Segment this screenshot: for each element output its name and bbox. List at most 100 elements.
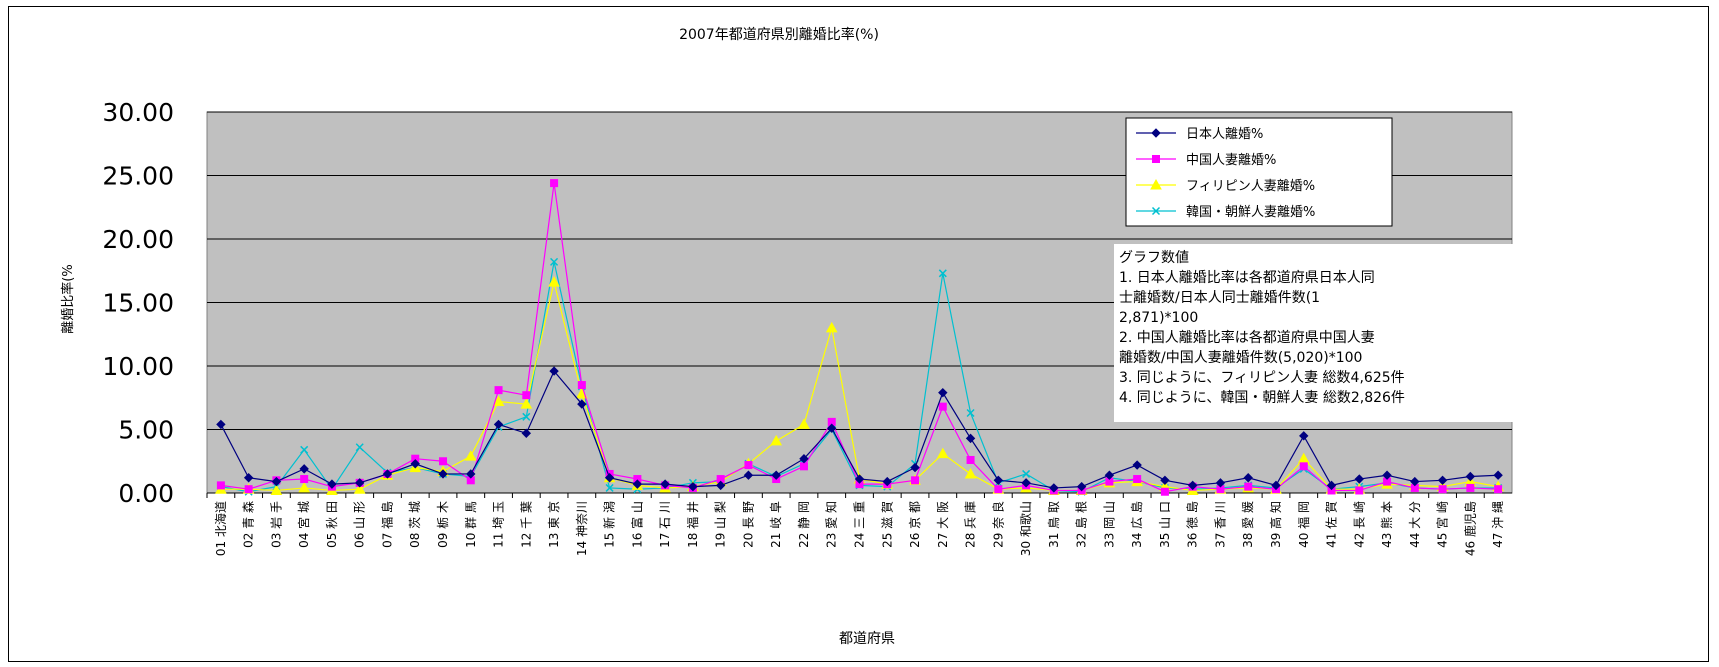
data-point: [1437, 475, 1448, 486]
x-tick-label: 43 熊 本: [1379, 501, 1394, 548]
data-point: [1132, 460, 1142, 470]
x-axis-label: 都道府県: [839, 631, 895, 647]
annotation-line: 4. 同じように、韓国・朝鮮人妻 総数2,826件: [1119, 390, 1405, 406]
data-point: [243, 473, 254, 483]
annotation-line: 1. 日本人離婚比率は各都道府県日本人同: [1119, 269, 1375, 286]
x-tick-label: 25 滋 賀: [880, 501, 894, 548]
data-point: [994, 485, 1003, 494]
x-tick-label: 13 東 京: [547, 501, 561, 548]
x-tick-label: 16 富 山: [629, 501, 644, 548]
x-tick-label: 04 宮 城: [296, 501, 311, 548]
data-point: [966, 455, 975, 464]
x-tick-label: 05 秋 田: [325, 501, 339, 548]
annotation-background: [1114, 244, 1523, 422]
data-point: [1299, 462, 1308, 471]
data-point: [798, 418, 810, 429]
annotation-line: 士離婚数/日本人同士離婚件数(1: [1119, 289, 1320, 306]
x-tick-label: 29 奈 良: [990, 501, 1005, 548]
x-tick-label: 44 大 分: [1408, 501, 1422, 548]
data-point: [771, 470, 781, 480]
x-tick-label: 24 三 重: [853, 501, 867, 548]
x-tick-label: 03 岩 手: [268, 501, 283, 548]
data-point: [550, 179, 559, 188]
data-point: [550, 257, 559, 266]
data-point: [1299, 431, 1309, 441]
data-point: [270, 484, 283, 495]
data-point: [464, 450, 477, 461]
chart-title: 2007年都道府県別離婚比率(%): [679, 26, 879, 43]
data-point: [911, 476, 920, 485]
data-point: [1494, 485, 1503, 494]
data-point: [744, 461, 753, 470]
data-point: [1160, 487, 1169, 496]
legend-label: 韓国・朝鮮人妻離婚%: [1186, 205, 1315, 220]
x-tick-label: 15 新 潟: [602, 501, 617, 548]
x-tick-label: 45 宮 崎: [1435, 501, 1450, 548]
x-tick-label: 06 山 形: [353, 501, 367, 548]
data-point: [1410, 476, 1420, 487]
data-point: [492, 395, 505, 407]
data-point: [521, 428, 532, 439]
data-point: [520, 398, 533, 409]
data-point: [244, 485, 253, 494]
x-tick-label: 46 鹿児島: [1462, 501, 1477, 556]
data-point: [1355, 486, 1364, 495]
x-tick-label: 33 岡 山: [1102, 501, 1116, 548]
x-tick-label: 30 和歌山: [1018, 501, 1033, 556]
data-point: [216, 481, 225, 490]
data-point: [1133, 475, 1142, 484]
data-point: [604, 473, 615, 483]
data-point: [660, 479, 670, 489]
data-point: [327, 479, 337, 489]
x-tick-label: 36 徳 島: [1185, 501, 1200, 548]
x-tick-label: 09 栃 木: [436, 501, 450, 548]
x-tick-label: 19 山 梨: [714, 501, 728, 548]
legend-marker: [1150, 178, 1162, 190]
data-point: [522, 412, 531, 421]
data-point: [549, 366, 559, 376]
x-tick-label: 18 福 井: [685, 501, 700, 548]
x-tick-label: 22 静 岡: [797, 501, 811, 548]
data-point: [882, 476, 892, 487]
data-point: [938, 269, 947, 278]
data-point: [1271, 480, 1281, 491]
x-tick-label: 01 北海道: [213, 501, 228, 556]
data-point: [825, 321, 838, 333]
x-tick-label: 02 青 森: [241, 501, 256, 548]
data-point: [466, 469, 476, 479]
annotation-line: 2,871)*100: [1119, 310, 1198, 326]
x-tick-label: 32 島 根: [1074, 501, 1089, 548]
x-tick-label: 39 高 知: [1268, 501, 1283, 548]
data-point: [271, 476, 282, 487]
data-point: [964, 467, 977, 479]
x-tick-label: 21 岐 阜: [769, 501, 783, 548]
y-tick-label: 5.00: [118, 416, 174, 445]
data-point: [1049, 483, 1059, 493]
x-tick-label: 07 福 島: [379, 501, 394, 548]
x-tick-label: 14 神奈川: [575, 501, 589, 556]
data-point: [410, 459, 420, 469]
annotation-line: 2. 中国人離婚比率は各都道府県中国人妻: [1119, 329, 1375, 346]
data-point: [353, 483, 366, 494]
data-point: [299, 464, 309, 474]
x-tick-label: 28 兵 庫: [964, 501, 978, 548]
legend-label: 中国人妻離婚%: [1186, 153, 1276, 168]
legend-box: [1125, 117, 1393, 227]
data-point: [965, 433, 976, 444]
data-point: [355, 478, 365, 488]
data-point: [438, 469, 448, 479]
x-tick-label: 47 沖 縄: [1490, 501, 1505, 548]
series-0: [216, 366, 1503, 493]
data-point: [1160, 475, 1170, 486]
data-point: [577, 381, 586, 390]
data-point: [1076, 481, 1087, 492]
x-axis-ticks: 01 北海道 02 青 森 03 岩 手 04 宮 城 05 秋 田 06 山 形 07 福…: [206, 492, 1512, 556]
y-tick-label: 15.00: [102, 289, 174, 318]
x-tick-label: 26 京 都: [908, 501, 922, 548]
data-point: [355, 443, 364, 452]
data-point: [827, 423, 837, 433]
data-point: [770, 434, 783, 446]
annotation-box: グラフ数値 1. 日本人離婚比率は各都道府県日本人同士離婚数/日本人同士離婚件数(…: [1114, 244, 1523, 422]
data-point: [1326, 480, 1337, 491]
x-tick-label: 23 愛 知: [825, 501, 839, 548]
